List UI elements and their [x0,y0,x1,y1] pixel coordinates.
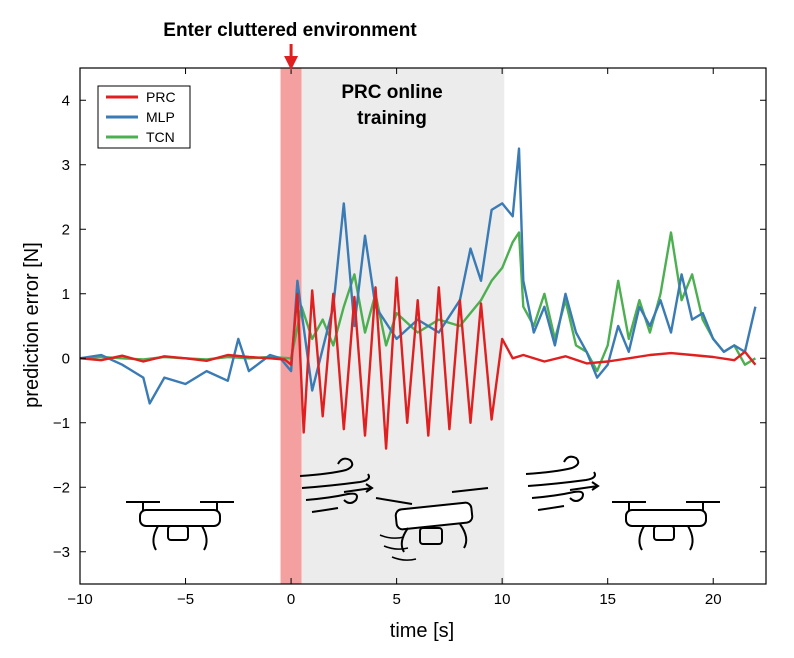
training-label-line1: PRC online [341,82,442,103]
x-tick-label: −5 [177,591,194,608]
region-training [301,68,505,584]
drone-icon-middle [375,487,489,561]
y-tick-label: 2 [62,221,70,238]
drone-icon-left [126,501,234,551]
x-tick-label: 15 [599,591,616,608]
y-tick-label: −1 [53,415,70,432]
drone-icon-right [612,501,720,551]
y-tick-label: −3 [53,544,70,561]
y-axis-title: prediction error [N] [21,242,43,408]
enter-arrow [284,44,299,70]
x-tick-label: 0 [287,591,295,608]
x-tick-label: 10 [494,591,511,608]
x-tick-label: −10 [67,591,92,608]
x-axis-title: time [s] [390,620,454,642]
legend: PRC MLP TCN [97,85,191,149]
legend-label-prc: PRC [146,89,176,105]
legend-label-tcn: TCN [146,129,175,145]
series-line-mlp [79,147,757,405]
y-tick-label: −2 [53,479,70,496]
axes [79,67,767,585]
y-tick-label: 1 [62,286,70,303]
region-enter [280,68,302,584]
y-tick-label: 3 [62,157,70,174]
training-label-line2: training [357,108,427,129]
x-tick-label: 20 [705,591,722,608]
series-layer [79,147,757,450]
x-tick-label: 5 [392,591,400,608]
wind-icon-right [525,455,600,511]
series-line-prc [79,276,757,450]
legend-label-mlp: MLP [146,109,175,125]
wind-icon-middle [299,457,374,513]
y-tick-label: 0 [62,350,70,367]
enter-annotation-label: Enter cluttered environment [163,20,417,41]
y-tick-label: 4 [62,92,70,109]
plot-frame [79,67,767,585]
